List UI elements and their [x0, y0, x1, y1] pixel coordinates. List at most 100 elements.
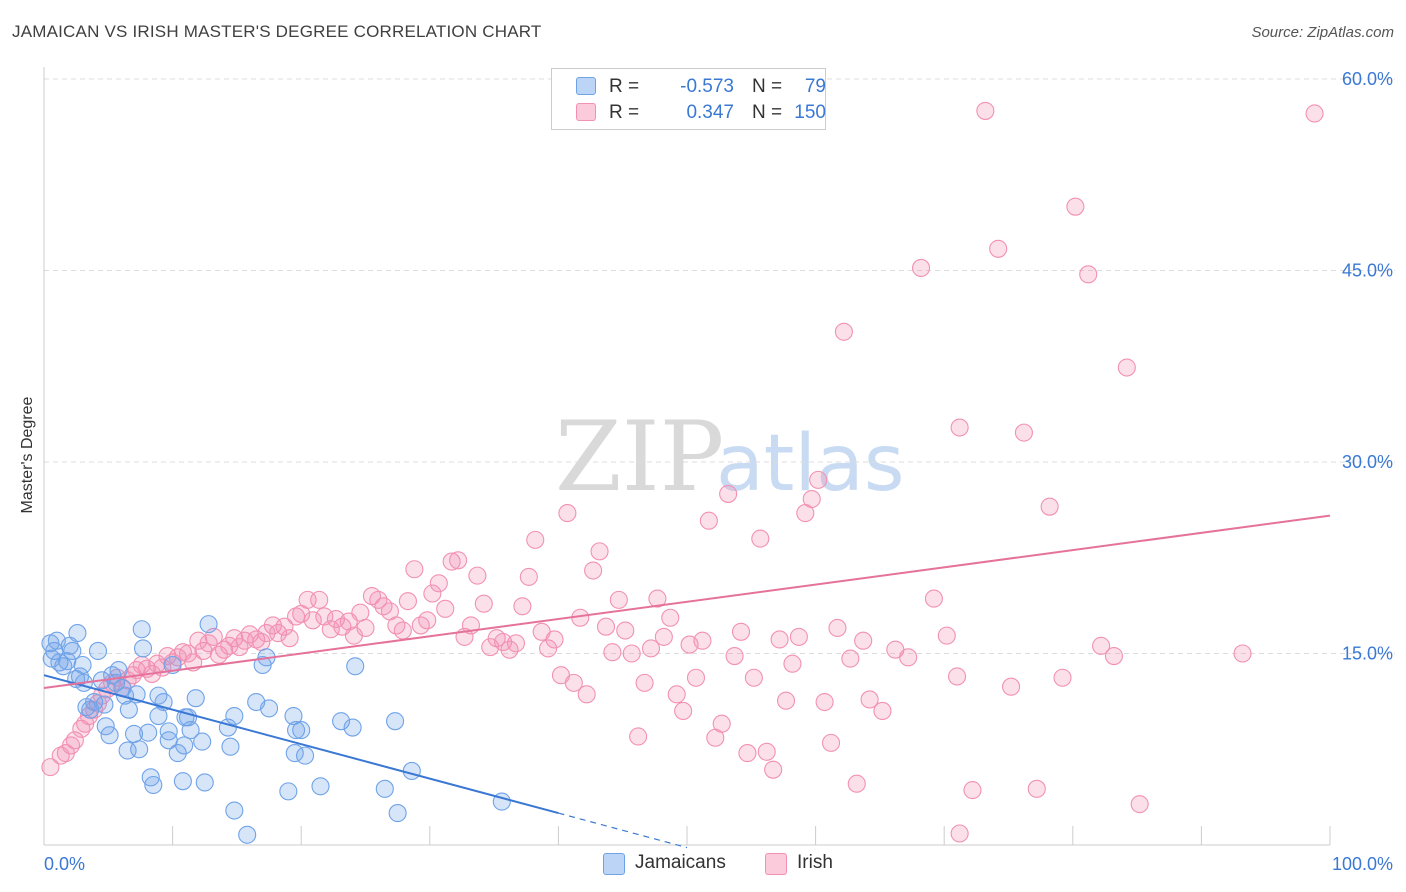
irish-point	[924, 589, 943, 608]
jamaicans-point	[375, 779, 394, 798]
irish-point	[899, 648, 918, 667]
jamaicans-point	[181, 721, 200, 740]
irish-point	[712, 714, 731, 733]
jamaicans-point	[386, 712, 405, 731]
irish-point	[564, 673, 583, 692]
irish-point	[1117, 358, 1136, 377]
irish-point	[526, 530, 545, 549]
irish-point	[841, 649, 860, 668]
irish-point	[269, 624, 288, 643]
n-label: N =	[752, 76, 783, 97]
irish-point	[303, 611, 322, 630]
irish-point	[280, 629, 299, 648]
y-tick-label: 60.0%	[1342, 69, 1393, 89]
irish-point	[287, 607, 306, 626]
irish-point	[545, 630, 564, 649]
stats-legend: R = -0.573 N = 79 R = 0.347 N = 150	[551, 68, 826, 130]
irish-point	[661, 608, 680, 627]
jamaicans-point	[195, 773, 214, 792]
jamaicans-point	[139, 723, 158, 742]
r-label: R =	[609, 102, 640, 123]
irish-point	[590, 542, 609, 561]
legend-label: Irish	[797, 852, 833, 873]
jamaicans-swatch	[603, 853, 625, 875]
irish-point	[1130, 795, 1149, 814]
irish-point	[225, 629, 244, 648]
irish-point	[1066, 197, 1085, 216]
jamaicans-point	[68, 624, 87, 643]
jamaicans-point	[284, 707, 303, 726]
irish-point	[178, 644, 198, 663]
irish-point	[1053, 668, 1072, 687]
r-value: -0.573	[680, 76, 734, 97]
n-label: N =	[752, 102, 783, 123]
irish-point	[783, 654, 802, 673]
irish-point	[873, 701, 892, 721]
jamaicans-point	[149, 707, 168, 726]
irish-point	[789, 627, 808, 646]
irish-point	[1014, 423, 1033, 442]
irish-point	[468, 566, 487, 585]
jamaicans-point	[225, 707, 244, 726]
irish-swatch	[576, 103, 596, 121]
irish-point	[577, 685, 596, 704]
irish-point	[442, 552, 461, 571]
irish-point	[719, 484, 738, 503]
irish-swatch	[765, 853, 787, 875]
source-label: Source: ZipAtlas.com	[1251, 24, 1394, 41]
watermark-atlas: atlas	[716, 419, 905, 509]
jamaicans-point	[402, 761, 421, 781]
irish-point	[828, 618, 847, 638]
jamaicans-point	[73, 655, 92, 675]
irish-point	[764, 760, 783, 779]
irish-point	[351, 603, 370, 622]
irish-trend-line	[43, 514, 1331, 689]
y-tick-label: 15.0%	[1342, 644, 1393, 664]
irish-point	[1040, 497, 1059, 516]
irish-point	[41, 758, 60, 777]
jamaicans-point	[221, 737, 240, 756]
irish-point	[686, 668, 706, 687]
irish-point	[948, 667, 967, 686]
irish-point	[519, 567, 538, 586]
irish-point	[418, 611, 437, 630]
irish-point	[513, 597, 532, 616]
jamaicans-point	[285, 744, 304, 763]
jamaicans-point	[346, 657, 365, 676]
irish-point	[584, 561, 603, 580]
n-value: 150	[794, 102, 826, 123]
irish-point	[209, 645, 228, 664]
r-label: R =	[609, 76, 640, 97]
jamaicans-point	[292, 721, 311, 740]
irish-point	[398, 592, 417, 611]
jamaicans-point	[144, 775, 163, 795]
irish-point	[310, 590, 329, 609]
irish-point	[847, 774, 866, 793]
irish-point	[629, 727, 648, 746]
irish-point	[189, 631, 208, 650]
irish-point	[731, 622, 751, 641]
irish-point	[654, 627, 673, 646]
jamaicans-point	[279, 782, 298, 801]
irish-point	[815, 692, 834, 712]
irish-point	[65, 731, 84, 750]
irish-point	[976, 101, 995, 120]
jamaicans-point	[225, 801, 244, 820]
irish-point	[738, 744, 757, 763]
jamaicans-point	[175, 736, 194, 755]
irish-point	[247, 630, 266, 649]
jamaicans-point	[88, 641, 108, 660]
irish-point	[596, 617, 616, 636]
jamaicans-point	[100, 726, 119, 745]
irish-point	[622, 644, 641, 663]
irish-point	[641, 639, 661, 658]
jamaicans-point	[119, 700, 138, 719]
irish-point	[950, 824, 969, 843]
irish-point	[912, 258, 931, 277]
irish-point	[405, 560, 424, 579]
legend-label: Jamaicans	[635, 852, 726, 873]
irish-point	[423, 584, 442, 603]
irish-point	[506, 634, 526, 653]
irish-point	[744, 668, 763, 687]
